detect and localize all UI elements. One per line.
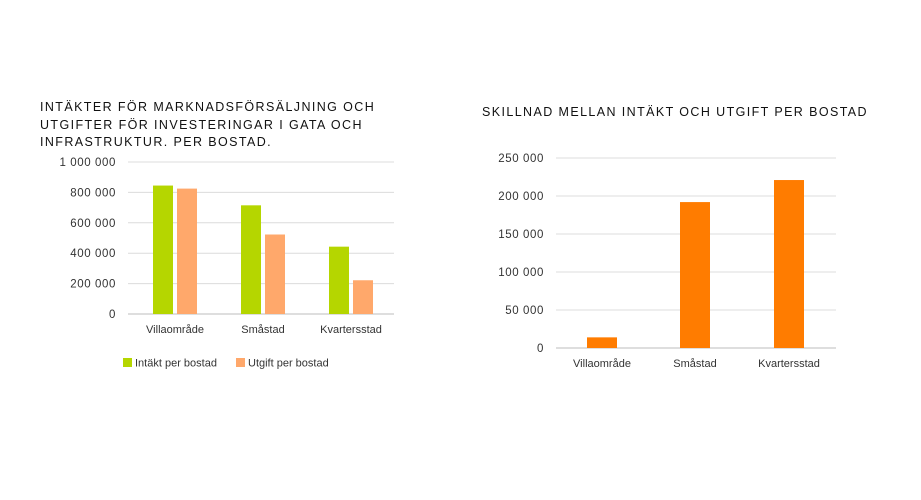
right-y-tick-label: 100 000 — [498, 267, 544, 279]
right-y-tick-label: 50 000 — [505, 305, 544, 317]
legend-label-0: Intäkt per bostad — [135, 358, 217, 370]
left-x-category-label: Kvartersstad — [320, 324, 382, 336]
right-y-tick-label: 150 000 — [498, 229, 544, 241]
chart-title-difference: Skillnad mellan intäkt och utgift per bo… — [482, 105, 868, 119]
right-y-tick-label: 250 000 — [498, 153, 544, 165]
right-bar-0-1 — [680, 202, 710, 348]
right-x-category-label: Kvartersstad — [758, 358, 820, 370]
right-y-tick-label: 0 — [537, 343, 544, 355]
right-x-category-label: Småstad — [673, 358, 716, 370]
left-y-tick-label: 400 000 — [70, 248, 116, 260]
right-bar-0-0 — [587, 337, 617, 348]
left-x-category-label: Småstad — [241, 324, 284, 336]
right-y-tick-label: 200 000 — [498, 191, 544, 203]
left-y-tick-label: 200 000 — [70, 279, 116, 291]
left-y-tick-label: 600 000 — [70, 218, 116, 230]
left-y-tick-label: 800 000 — [70, 187, 116, 199]
left-bar-1-0 — [177, 188, 197, 314]
left-y-tick-label: 0 — [109, 309, 116, 321]
left-bar-0-2 — [329, 246, 349, 314]
legend-swatch-0 — [123, 358, 132, 367]
left-bar-1-2 — [353, 280, 373, 314]
legend-swatch-1 — [236, 358, 245, 367]
left-bar-1-1 — [265, 234, 285, 314]
chart-title-revenue-costs: Intäkter för marknadsförsäljning och utg… — [40, 100, 376, 149]
left-x-category-label: Villaområde — [146, 324, 204, 336]
legend-label-1: Utgift per bostad — [248, 358, 329, 370]
left-bar-0-1 — [241, 205, 261, 314]
right-x-category-label: Villaområde — [573, 358, 631, 370]
right-bar-0-2 — [774, 180, 804, 348]
left-bar-0-0 — [153, 185, 173, 314]
left-y-tick-label: 1 000 000 — [59, 157, 116, 169]
